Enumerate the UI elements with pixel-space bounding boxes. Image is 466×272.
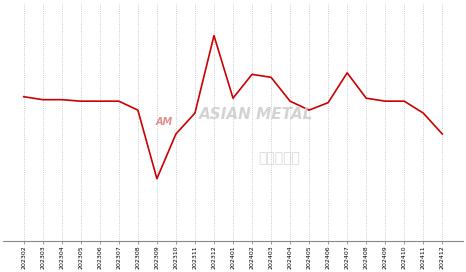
Text: ASIAN METAL: ASIAN METAL <box>199 107 313 122</box>
Text: AM: AM <box>155 117 172 127</box>
Text: 亚洲金属网: 亚洲金属网 <box>258 151 300 165</box>
